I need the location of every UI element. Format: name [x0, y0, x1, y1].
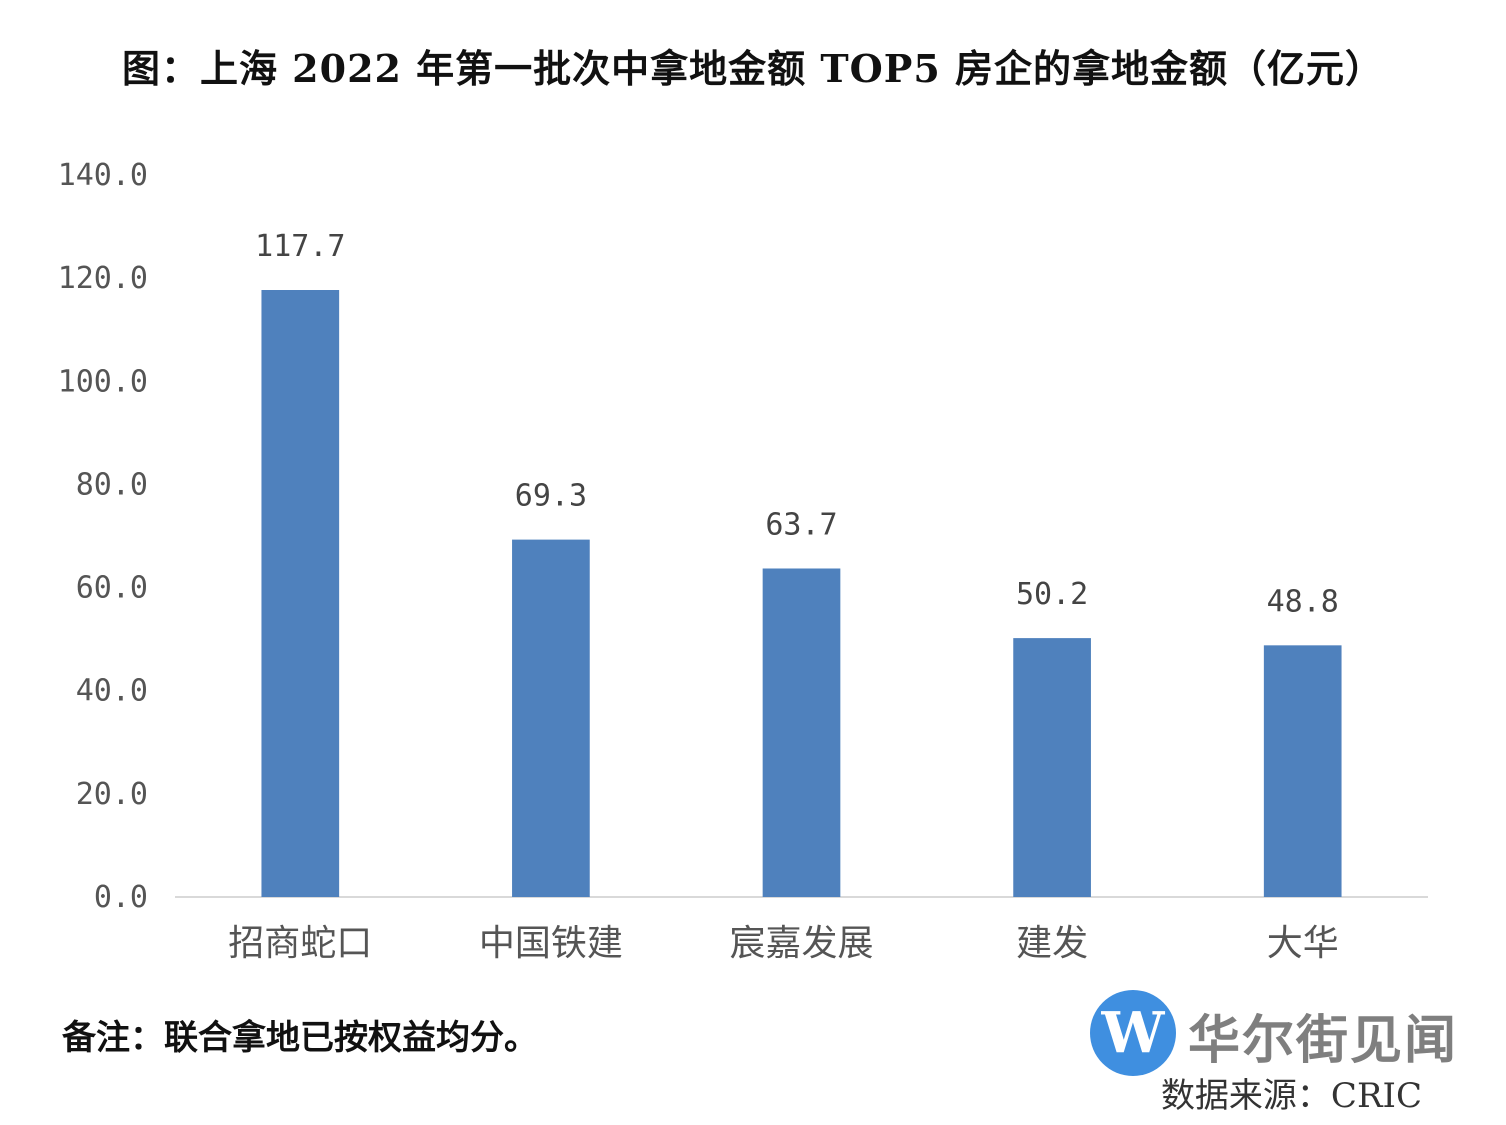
data-label: 48.8: [1267, 584, 1339, 619]
bar: [1013, 638, 1091, 897]
y-tick-label: 20.0: [76, 777, 148, 812]
y-tick-label: 40.0: [76, 674, 148, 709]
logo-text: 华尔街见闻: [1188, 1010, 1459, 1071]
data-label: 50.2: [1016, 577, 1088, 612]
y-tick-label: 80.0: [76, 467, 148, 502]
y-axis-ticks: 0.0 20.0 40.0 60.0 80.0 100.0 120.0 140.0: [58, 158, 148, 915]
data-label: 117.7: [255, 229, 345, 264]
chart-title: 图：上海 2022 年第一批次中拿地金额 TOP5 房企的拿地金额（亿元）: [121, 46, 1385, 91]
y-tick-label: 60.0: [76, 571, 148, 606]
bar: [1263, 645, 1342, 897]
category-label: 宸嘉发展: [729, 923, 873, 964]
bars: [261, 290, 1342, 897]
y-tick-label: 100.0: [58, 364, 148, 399]
y-tick-label: 120.0: [58, 261, 148, 296]
logo-mark-icon: W: [1090, 990, 1176, 1076]
category-label: 建发: [1016, 923, 1088, 964]
data-labels: 117.7 69.3 63.7 50.2 48.8: [255, 229, 1339, 619]
brand-logo: W 华尔街见闻: [1090, 990, 1470, 1080]
bar: [261, 290, 340, 897]
data-source: 数据来源：CRIC: [1160, 1076, 1422, 1116]
footnote: 备注：联合拿地已按权益均分。: [62, 1018, 538, 1058]
bar: [762, 568, 841, 897]
category-label: 大华: [1267, 923, 1339, 964]
y-tick-label: 0.0: [94, 880, 148, 915]
y-tick-label: 140.0: [58, 158, 148, 193]
category-label: 中国铁建: [479, 923, 623, 964]
data-label: 69.3: [515, 479, 587, 514]
data-label: 63.7: [765, 507, 837, 542]
category-labels: 招商蛇口 中国铁建 宸嘉发展 建发 大华: [228, 923, 1338, 964]
bar: [512, 539, 590, 897]
category-label: 招商蛇口: [228, 923, 372, 964]
